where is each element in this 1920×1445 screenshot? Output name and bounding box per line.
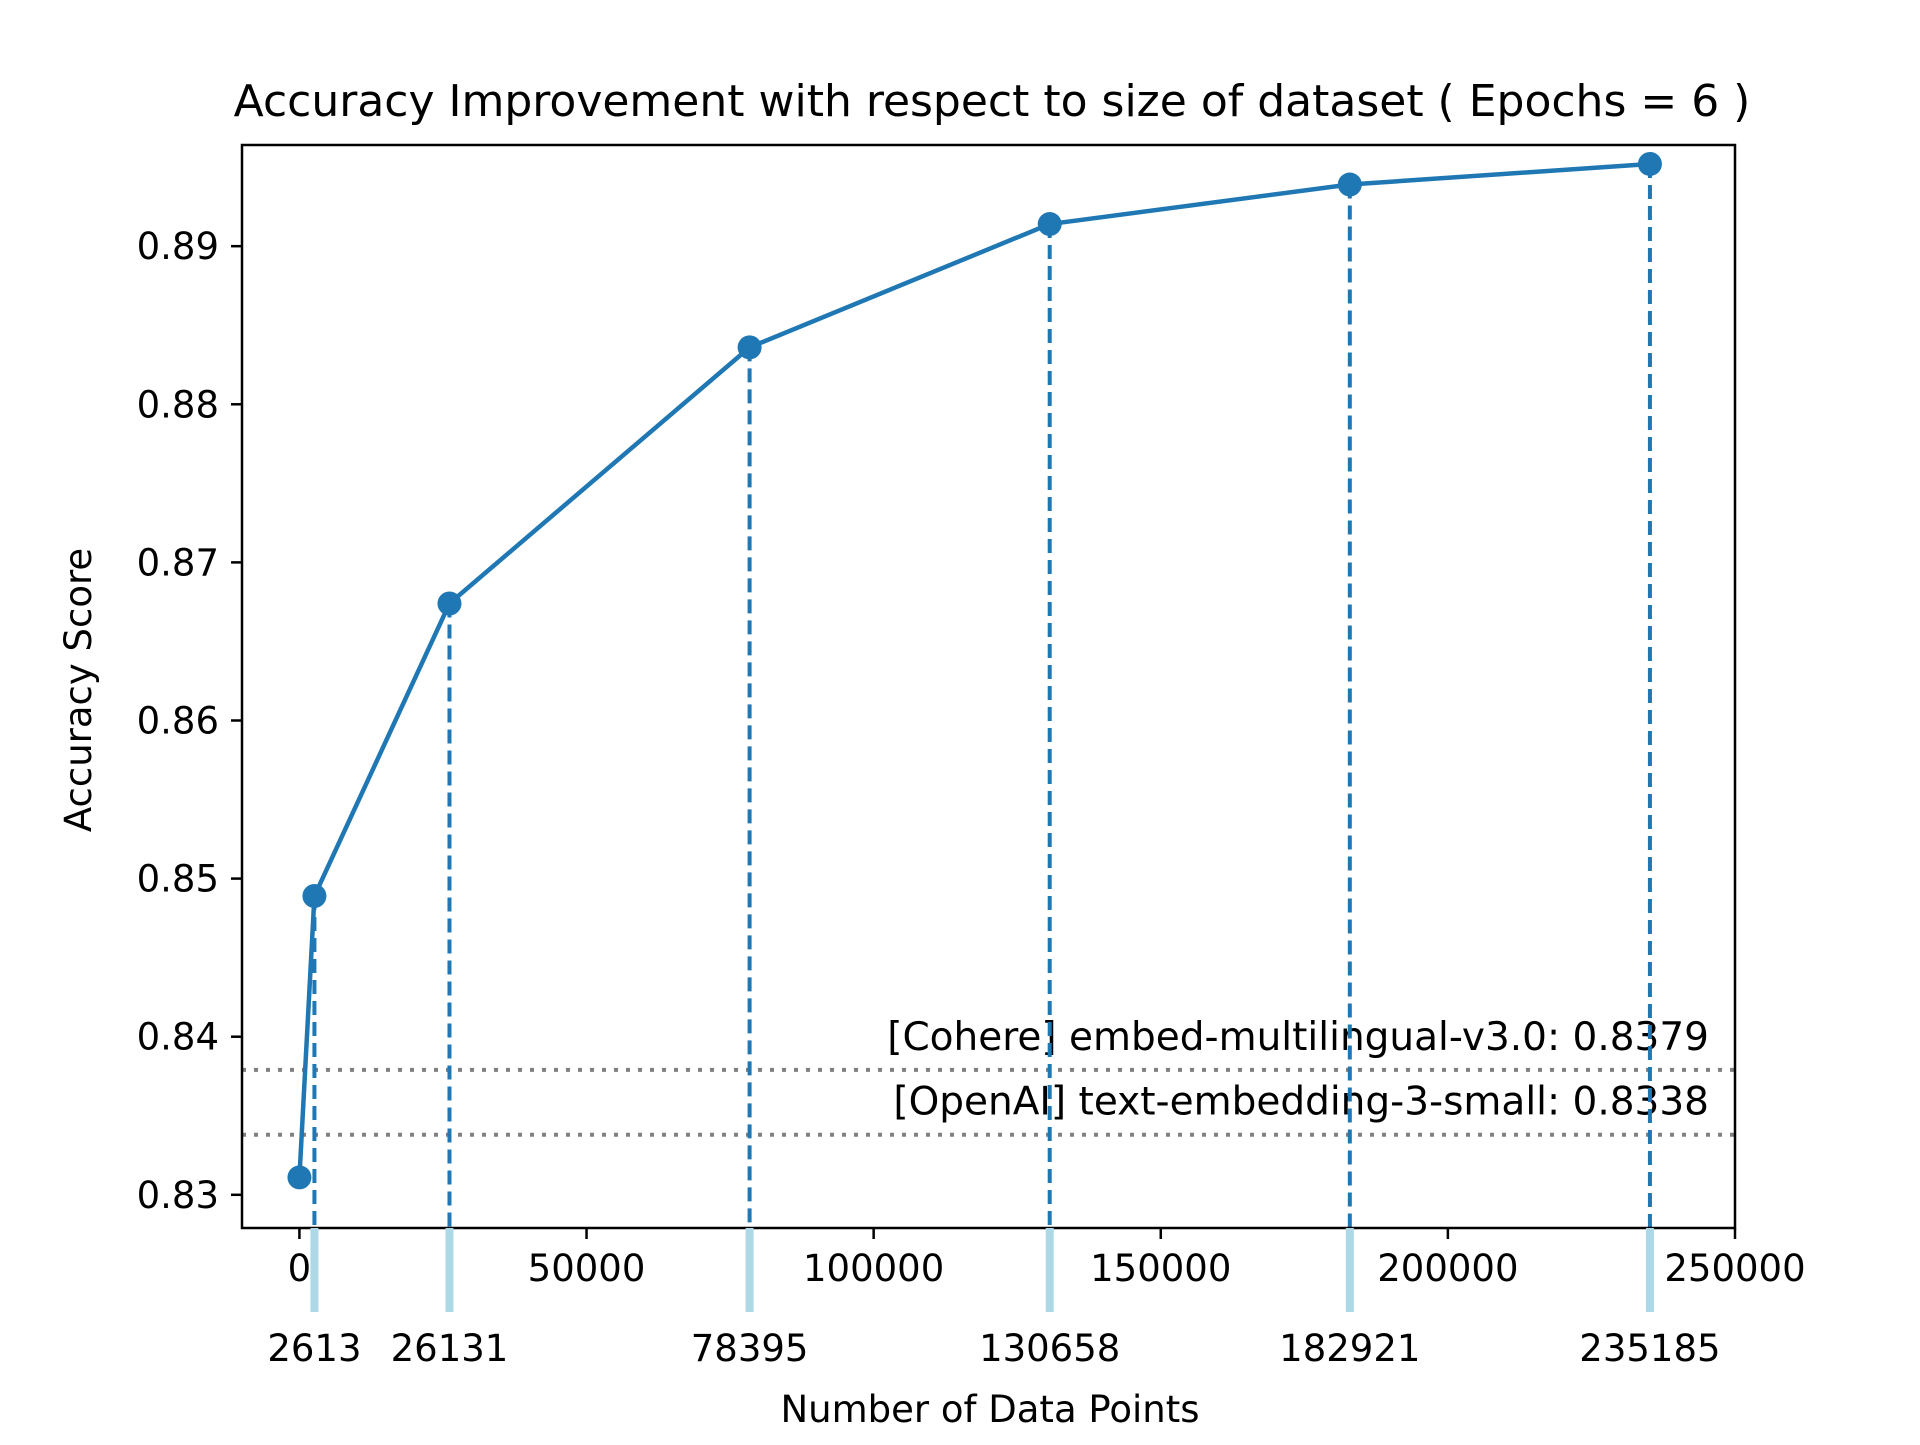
plot-frame [240, 143, 1737, 1230]
x-tick-label: 0 [288, 1247, 312, 1290]
secondary-x-tick-label: 130658 [979, 1327, 1120, 1370]
x-tick-label: 200000 [1377, 1247, 1518, 1290]
chart-title: Accuracy Improvement with respect to siz… [234, 76, 1751, 127]
x-tick-label: 100000 [803, 1247, 944, 1290]
y-tick-label: 0.83 [137, 1174, 219, 1217]
x-tick-label: 50000 [528, 1247, 646, 1290]
data-point [302, 883, 327, 908]
secondary-x-tick-label: 78395 [691, 1327, 809, 1370]
y-axis-label: Accuracy Score [57, 548, 100, 832]
plot-area: [Cohere] embed-multilingual-v3.0: 0.8379… [137, 143, 1806, 1370]
reference-line-label: [OpenAI] text-embedding-3-small: 0.8338 [893, 1080, 1709, 1125]
data-point [737, 335, 762, 360]
data-point [437, 591, 462, 616]
y-tick-label: 0.88 [137, 383, 219, 426]
secondary-x-tick-label: 235185 [1579, 1327, 1720, 1370]
data-point [1037, 212, 1062, 237]
secondary-x-tick-label: 2613 [267, 1327, 361, 1370]
y-tick-label: 0.89 [137, 225, 219, 268]
x-axis-label: Number of Data Points [780, 1388, 1199, 1431]
secondary-x-tick-label: 182921 [1279, 1327, 1420, 1370]
x-tick-label: 150000 [1090, 1247, 1231, 1290]
reference-line-label: [Cohere] embed-multilingual-v3.0: 0.8379 [887, 1015, 1709, 1060]
y-tick-label: 0.86 [137, 699, 219, 742]
y-tick-label: 0.84 [137, 1016, 219, 1059]
secondary-x-tick-label: 26131 [391, 1327, 509, 1370]
y-tick-label: 0.87 [137, 541, 219, 584]
y-tick-label: 0.85 [137, 858, 219, 901]
x-tick-label: 250000 [1664, 1247, 1805, 1290]
data-point [1337, 172, 1362, 197]
data-point [287, 1165, 312, 1190]
data-point [1637, 151, 1662, 176]
